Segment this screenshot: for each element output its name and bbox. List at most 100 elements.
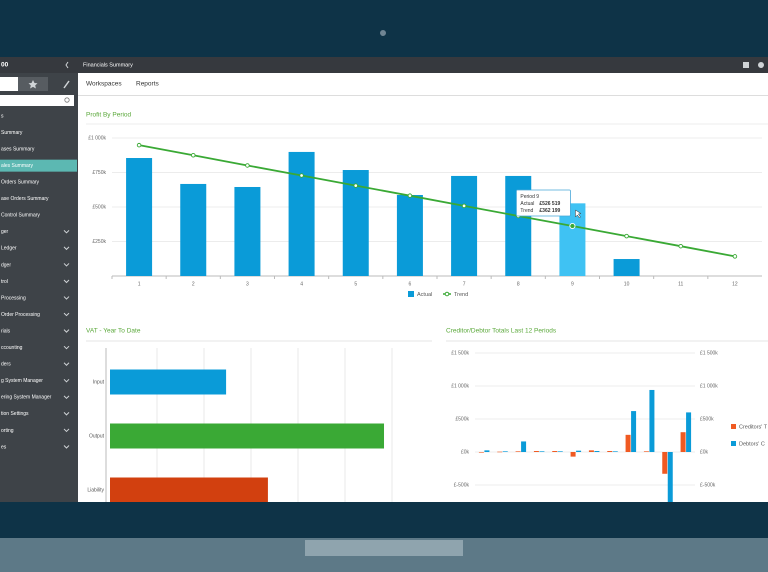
collapse-icon[interactable] [65,61,69,69]
nav-item[interactable]: ases Summary [1,146,35,152]
x-tick-label: 8 [517,281,520,287]
nav-item[interactable]: g System Manager [1,378,43,384]
trend-point [732,254,738,259]
nav-chevron [63,229,70,234]
trend-point [190,152,196,158]
bar [588,450,594,452]
nav-item[interactable]: es [1,444,7,450]
x-tick-label: 1 [138,281,141,287]
bar [570,452,576,457]
nav-item[interactable]: dger [1,262,11,268]
page-title: Financials Summary [83,62,133,68]
nav-item[interactable]: ase Orders Summary [1,196,49,202]
bar [643,451,649,452]
chart-title: VAT - Year To Date [86,328,141,335]
bar [576,450,582,452]
trend-point [136,142,142,148]
tooltip [516,189,571,217]
nav-active-bg [0,159,77,172]
monitor-stand [305,540,463,556]
nav-chevron [63,428,70,433]
bezel-bottom [0,502,768,538]
tooltip-title: Period 9 [520,194,539,200]
legend-swatch [731,441,736,446]
nav-item[interactable]: rials [1,328,11,334]
bar [515,451,521,452]
bar [180,183,207,276]
nav-item[interactable]: Processing [1,295,26,301]
y-tick-label: £1 500k [451,350,469,356]
bar [126,158,153,276]
bar [631,411,637,452]
nav-item[interactable]: ger [1,229,9,235]
top-bar [0,57,768,73]
camera [380,30,386,36]
x-tick-label: 12 [732,281,738,287]
nav-item[interactable]: Orders Summary [1,180,40,186]
bar [552,451,558,452]
tooltip-value: £526 519 [539,201,560,207]
bar [613,259,640,276]
nav-item[interactable]: s [1,113,4,119]
nav-chevron [63,329,70,333]
nav-item[interactable]: Order Processing [1,312,40,318]
y-tick-label: Liability [87,487,104,493]
bar [612,451,618,452]
nav-item[interactable]: orting [1,428,14,434]
y-tick-label: £750k [92,170,106,176]
settings-icon[interactable] [758,62,764,68]
nav-item[interactable]: Control Summary [1,213,40,219]
bar [533,451,539,452]
nav-item[interactable]: Summary [1,130,23,136]
bar [594,451,600,452]
x-tick-label: 9 [571,281,574,287]
bar [667,452,673,502]
y-tick-label: £-500k [454,482,470,488]
tooltip-label: Actual [520,201,534,207]
tab-bar [78,73,768,95]
nav-item[interactable]: ales Summary [1,163,33,169]
y-tick-label: Output [89,433,105,439]
bar [539,451,545,452]
sidebar [0,73,78,502]
nav-item[interactable]: ering System Manager [1,395,52,401]
search-box[interactable] [0,95,74,106]
legend-label: Creditors' T [739,424,768,430]
chart-title: Creditor/Debtor Totals Last 12 Periods [446,328,557,335]
chart-title: Profit By Period [86,112,132,119]
y-tick-label: £0k [461,449,470,455]
bar [451,175,478,276]
nav-item[interactable]: tion Settings [1,411,29,417]
bar [497,451,503,453]
trend-line [138,144,736,258]
bar [680,432,686,452]
y2-tick-label: £0k [700,449,709,455]
bar [662,452,668,474]
nav-tab[interactable]: Reports [136,81,160,88]
nav-item[interactable]: ders [1,362,11,368]
nav-chevron [63,412,70,416]
nav-chevron [63,378,70,383]
nav-item[interactable]: trol [1,279,8,285]
sidebar-tab[interactable] [0,77,18,91]
nav-chevron [63,246,70,251]
nav-item[interactable]: Ledger [1,246,17,252]
trend-point [245,163,250,168]
edit-icon[interactable] [63,80,70,89]
nav-chevron [63,279,70,284]
user-icon[interactable] [743,62,749,68]
trend-point [678,243,684,249]
brand: 00 [1,62,9,69]
legend-label: Actual [417,292,432,298]
bar [234,186,261,276]
nav-item[interactable]: ccounting [1,345,23,351]
trend-point [569,222,576,230]
trend-point [407,193,413,198]
y-tick-label: £1 000k [451,383,469,389]
nav-chevron [63,395,70,400]
nav-chevron [63,362,70,366]
y2-tick-label: £-500k [700,482,716,488]
nav-chevron [63,345,70,350]
nav-tab[interactable]: Workspaces [86,81,122,88]
